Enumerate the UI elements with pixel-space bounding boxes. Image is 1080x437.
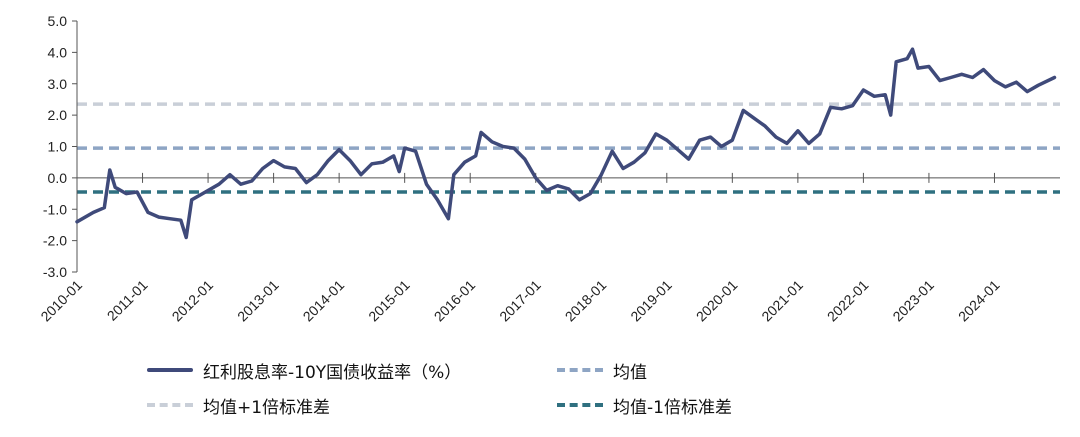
x-tick-label: 2022-01 xyxy=(824,277,872,325)
y-tick-label: 5.0 xyxy=(48,13,68,29)
x-tick-label: 2018-01 xyxy=(562,277,610,325)
y-tick-label: 3.0 xyxy=(48,76,68,92)
x-tick-label: 2015-01 xyxy=(365,277,413,325)
y-tick-label: -1.0 xyxy=(43,201,67,217)
y-tick-label: 0.0 xyxy=(48,170,68,186)
x-tick-label: 2010-01 xyxy=(37,277,85,325)
x-tick-label: 2013-01 xyxy=(234,277,282,325)
x-tick-label: 2023-01 xyxy=(889,277,937,325)
x-tick-label: 2016-01 xyxy=(431,277,479,325)
x-tick-label: 2019-01 xyxy=(627,277,675,325)
x-axis-ticks: 2010-01 2011-01 2012-01 2013-01 2014-01 2015-… xyxy=(37,172,1003,325)
x-tick-label: 2020-01 xyxy=(693,277,741,325)
x-tick-label: 2017-01 xyxy=(496,277,544,325)
x-tick-label: 2024-01 xyxy=(955,277,1003,325)
x-tick-label: 2021-01 xyxy=(758,277,806,325)
y-tick-label: 4.0 xyxy=(48,44,68,60)
y-tick-label: -3.0 xyxy=(43,264,67,280)
reference-lines xyxy=(77,102,1060,194)
y-tick-label: 1.0 xyxy=(48,139,68,155)
y-axis-ticks: 5.0 4.0 3.0 2.0 1.0 0.0 -1.0 -2.0 -3.0 xyxy=(43,13,77,280)
main-series xyxy=(75,47,1057,240)
x-tick-label: 2012-01 xyxy=(169,277,217,325)
x-tick-label: 2011-01 xyxy=(104,277,151,324)
y-tick-label: -2.0 xyxy=(43,233,67,249)
series-line-spread xyxy=(75,47,1057,240)
x-tick-label: 2014-01 xyxy=(300,277,348,325)
y-tick-label: 2.0 xyxy=(48,107,68,123)
